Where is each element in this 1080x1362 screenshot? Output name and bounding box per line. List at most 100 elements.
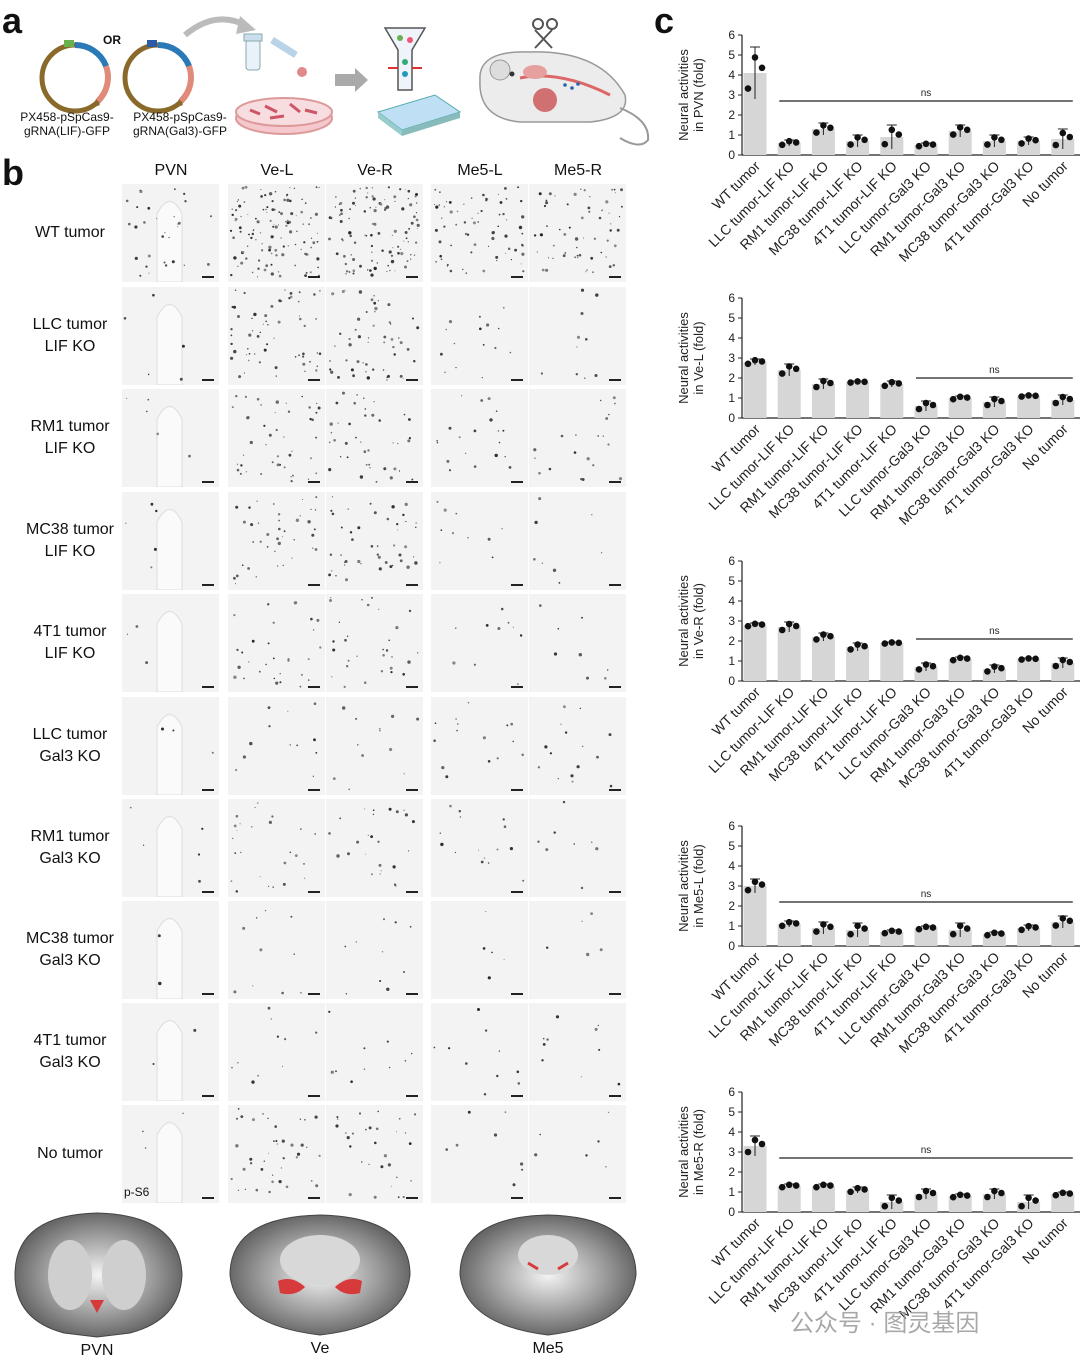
micrograph-tile bbox=[529, 799, 626, 897]
micrograph-tile bbox=[431, 1003, 528, 1101]
y-tick-label: 6 bbox=[728, 554, 735, 568]
scale-bar bbox=[511, 686, 523, 688]
stain-label: p-S6 bbox=[124, 1185, 150, 1199]
scale-bar bbox=[511, 584, 523, 586]
y-axis-label: in PVN (fold) bbox=[691, 58, 706, 132]
micrograph-tile bbox=[228, 697, 325, 795]
data-point bbox=[813, 383, 820, 391]
data-point bbox=[778, 1183, 786, 1191]
y-tick-label: 0 bbox=[728, 411, 735, 425]
data-point bbox=[758, 621, 766, 628]
data-point bbox=[758, 881, 766, 888]
cell-sorter-icon bbox=[383, 27, 427, 91]
y-tick-label: 1 bbox=[728, 391, 735, 405]
y-tick-label: 2 bbox=[728, 634, 735, 648]
data-point bbox=[895, 639, 903, 647]
pipette-icon bbox=[270, 37, 307, 77]
micrograph-tile bbox=[431, 492, 528, 590]
y-tick-label: 4 bbox=[728, 68, 735, 82]
data-point bbox=[991, 929, 998, 937]
data-point bbox=[984, 141, 991, 148]
y-tick-label: 2 bbox=[728, 371, 735, 385]
y-axis-label: Neural activities bbox=[676, 575, 691, 667]
bar bbox=[743, 73, 767, 155]
data-point bbox=[827, 1182, 834, 1189]
row-label: WT tumor bbox=[35, 224, 105, 241]
row-label: MC38 tumor LIF KO bbox=[25, 521, 115, 560]
plasmid-lif-label: PX458-pSpCas9- gRNA(LIF)-GFP bbox=[20, 110, 114, 138]
scale-bar bbox=[511, 789, 523, 791]
brain-label-me5: Me5 bbox=[532, 1340, 564, 1357]
data-point bbox=[1032, 1197, 1039, 1204]
watermark: 公众号 · 图灵基因 bbox=[790, 1310, 980, 1337]
bar bbox=[777, 924, 801, 946]
brain-label-ve: Ve bbox=[310, 1340, 330, 1357]
y-tick-label: 4 bbox=[728, 859, 735, 873]
data-point bbox=[1018, 140, 1025, 147]
scale-bar bbox=[308, 584, 320, 586]
micrograph-tile bbox=[228, 1105, 325, 1203]
data-point bbox=[847, 1188, 854, 1196]
data-point bbox=[1059, 129, 1067, 137]
bar bbox=[777, 1186, 801, 1212]
y-tick-label: 0 bbox=[728, 1205, 735, 1219]
y-axis-label: Neural activities bbox=[676, 840, 691, 932]
data-point bbox=[820, 122, 827, 129]
data-point bbox=[881, 929, 889, 937]
data-point bbox=[991, 134, 998, 141]
data-point bbox=[984, 1193, 991, 1201]
data-point bbox=[861, 925, 868, 932]
micrograph-tile bbox=[326, 492, 423, 590]
micrograph-tile bbox=[122, 1003, 219, 1101]
data-point bbox=[998, 136, 1005, 144]
data-point bbox=[785, 363, 793, 370]
panel-b-letter: b bbox=[2, 152, 24, 193]
row-label: 4T1 tumor Gal3 KO bbox=[33, 1032, 107, 1071]
data-point bbox=[854, 922, 861, 930]
scale-bar bbox=[609, 481, 621, 483]
column-label-ve-l: Ve-L bbox=[260, 162, 294, 179]
data-point bbox=[792, 365, 800, 373]
data-point bbox=[861, 1186, 868, 1193]
data-point bbox=[963, 925, 971, 932]
y-tick-label: 6 bbox=[728, 1085, 735, 1099]
data-point bbox=[785, 620, 793, 628]
data-point bbox=[984, 668, 991, 675]
data-point bbox=[1059, 1189, 1067, 1197]
micrograph-tile bbox=[326, 1003, 423, 1101]
micrograph-tile bbox=[431, 184, 528, 282]
scale-bar bbox=[609, 379, 621, 381]
data-point bbox=[827, 923, 834, 931]
scale-bar bbox=[308, 481, 320, 483]
data-point bbox=[758, 1140, 766, 1148]
y-tick-label: 0 bbox=[728, 674, 735, 688]
bar bbox=[777, 370, 801, 418]
micrograph-tile bbox=[326, 287, 423, 385]
bar bbox=[914, 928, 938, 946]
data-point bbox=[1052, 399, 1060, 407]
micrograph-tile bbox=[228, 184, 325, 282]
data-point bbox=[915, 666, 923, 673]
petri-dish-icon bbox=[235, 97, 333, 135]
plasmid-lif-icon bbox=[39, 40, 111, 114]
scale-bar bbox=[406, 1095, 418, 1097]
y-tick-label: 3 bbox=[728, 879, 735, 893]
data-point bbox=[881, 1202, 889, 1210]
data-point bbox=[929, 141, 937, 148]
data-point bbox=[827, 124, 834, 132]
data-point bbox=[820, 631, 827, 638]
data-point bbox=[895, 1197, 903, 1204]
data-point bbox=[792, 1182, 800, 1189]
data-point bbox=[1052, 141, 1060, 149]
data-point bbox=[998, 664, 1005, 672]
data-point bbox=[744, 622, 752, 630]
scale-bar bbox=[609, 1197, 621, 1199]
data-point bbox=[895, 928, 903, 935]
y-tick-label: 0 bbox=[728, 148, 735, 162]
bar bbox=[1017, 659, 1041, 681]
data-point bbox=[949, 656, 957, 664]
data-point bbox=[758, 64, 766, 72]
significance-label: ns bbox=[921, 88, 932, 99]
scale-bar bbox=[406, 993, 418, 995]
scale-bar bbox=[609, 891, 621, 893]
